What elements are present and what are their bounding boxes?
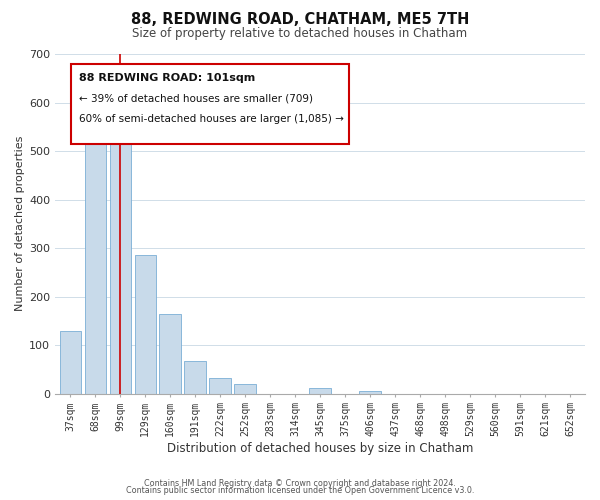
Bar (59, 332, 81, 394)
Text: Contains public sector information licensed under the Open Government Licence v3: Contains public sector information licen… (126, 486, 474, 495)
Text: Size of property relative to detached houses in Chatham: Size of property relative to detached ho… (133, 28, 467, 40)
Bar (209, 378, 231, 394)
Bar (184, 360, 206, 394)
Bar (235, 384, 256, 394)
Text: 88, REDWING ROAD, CHATHAM, ME5 7TH: 88, REDWING ROAD, CHATHAM, ME5 7TH (131, 12, 469, 28)
Bar (359, 391, 380, 394)
Bar (110, 124, 131, 394)
X-axis label: Distribution of detached houses by size in Chatham: Distribution of detached houses by size … (167, 442, 473, 455)
Text: 60% of semi-detached houses are larger (1,085) →: 60% of semi-detached houses are larger (… (79, 114, 344, 124)
Text: ← 39% of detached houses are smaller (709): ← 39% of detached houses are smaller (70… (79, 93, 313, 103)
Y-axis label: Number of detached properties: Number of detached properties (15, 136, 25, 312)
FancyBboxPatch shape (71, 64, 349, 144)
Bar (160, 314, 181, 394)
Bar (134, 256, 156, 394)
Bar (85, 124, 106, 394)
Text: 88 REDWING ROAD: 101sqm: 88 REDWING ROAD: 101sqm (79, 72, 255, 83)
Text: Contains HM Land Registry data © Crown copyright and database right 2024.: Contains HM Land Registry data © Crown c… (144, 478, 456, 488)
Bar (310, 388, 331, 394)
